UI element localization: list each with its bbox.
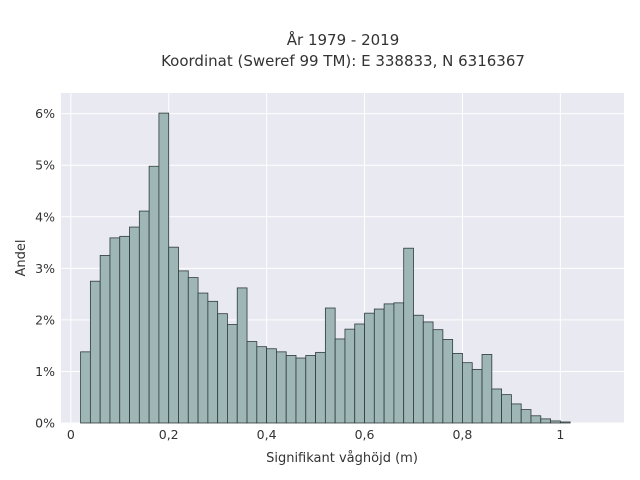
histogram-bar: [413, 314, 424, 424]
histogram-bar: [540, 418, 551, 424]
histogram-bar: [197, 292, 209, 424]
histogram-bar: [305, 355, 316, 424]
x-axis-ticks: 0 0,2 0,4 0,6 0,8 1: [67, 427, 565, 442]
x-tick-label: 0,6: [355, 427, 375, 442]
y-axis-ticks: 0% 1% 2% 3% 4% 5% 6%: [35, 106, 55, 430]
histogram-bar: [442, 339, 454, 424]
histogram-bar: [276, 351, 287, 424]
histogram-bar: [266, 348, 277, 424]
histogram-bar: [236, 287, 248, 424]
histogram-bar: [89, 280, 101, 424]
histogram-bar: [324, 307, 336, 424]
histogram-bar: [550, 420, 561, 424]
histogram-bar: [471, 368, 483, 424]
histogram-bar: [481, 354, 493, 424]
histogram-bar: [315, 351, 326, 424]
y-tick-label: 5%: [35, 158, 55, 173]
histogram-bar: [109, 237, 121, 424]
y-tick-label: 0%: [35, 416, 55, 431]
histogram-bars: [80, 112, 571, 424]
chart-title-line1: År 1979 - 2019: [287, 30, 400, 49]
y-tick-label: 4%: [35, 209, 55, 224]
histogram-bar: [285, 355, 297, 424]
y-axis-label: Andel: [14, 240, 29, 277]
histogram-bar: [491, 388, 503, 424]
histogram-bar: [138, 210, 150, 424]
x-tick-label: 0,8: [452, 427, 472, 442]
histogram-bar: [501, 394, 512, 424]
x-tick-label: 0,2: [159, 427, 179, 442]
histogram-bar: [354, 323, 365, 424]
histogram-bar: [227, 324, 238, 424]
histogram-bar: [422, 321, 434, 424]
histogram-bar: [462, 362, 473, 424]
histogram-bar: [148, 165, 160, 424]
histogram-bar: [158, 112, 170, 424]
histogram-bar: [530, 415, 542, 424]
histogram-bar: [99, 255, 111, 424]
histogram-bar: [364, 312, 375, 424]
histogram-bar: [178, 270, 189, 424]
histogram-bar: [334, 338, 346, 424]
x-tick-label: 0,4: [257, 427, 277, 442]
y-tick-label: 3%: [35, 261, 55, 276]
histogram-bar: [403, 247, 414, 424]
histogram-bar: [80, 351, 91, 424]
histogram-bar: [432, 329, 444, 424]
histogram-bar: [344, 328, 356, 424]
histogram-bar: [129, 226, 140, 424]
histogram-bar: [168, 246, 179, 424]
y-tick-label: 2%: [35, 312, 55, 327]
y-tick-label: 6%: [35, 106, 55, 121]
histogram-bar: [295, 357, 307, 424]
x-tick-label: 1: [556, 427, 564, 442]
histogram-bar: [373, 308, 385, 424]
chart-title-line2: Koordinat (Sweref 99 TM): E 338833, N 63…: [161, 52, 525, 70]
histogram-bar: [246, 341, 258, 424]
histogram-bar: [510, 403, 522, 424]
histogram-bar: [383, 303, 395, 424]
y-tick-label: 1%: [35, 364, 55, 379]
histogram-bar: [217, 313, 228, 424]
histogram-bar: [187, 277, 199, 424]
histogram-bar: [559, 421, 571, 424]
histogram-bar: [256, 346, 268, 424]
histogram-bar: [207, 300, 219, 424]
x-tick-label: 0: [67, 427, 75, 442]
histogram-bar: [119, 235, 130, 424]
histogram-bar: [393, 302, 405, 424]
histogram-bar: [452, 352, 463, 424]
histogram-bar: [520, 409, 532, 424]
x-axis-label: Signifikant våghöjd (m): [266, 451, 418, 466]
